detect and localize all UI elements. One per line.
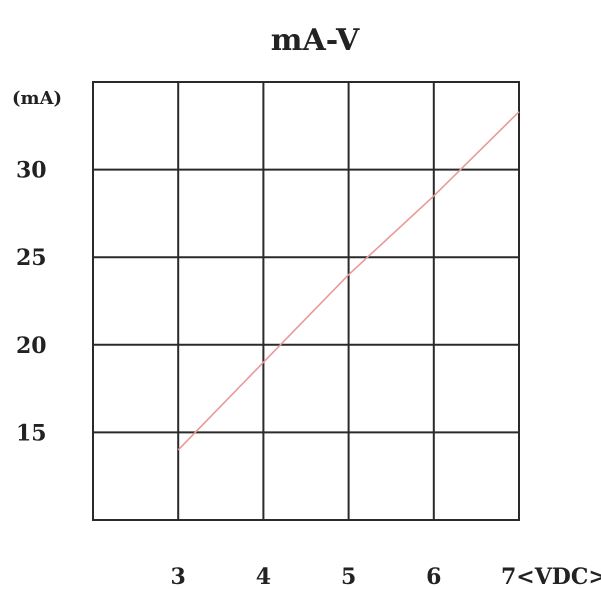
- plot-frame: [92, 81, 520, 521]
- grid: [93, 82, 520, 520]
- chart-title: mA-V: [271, 23, 360, 58]
- y-axis-ticks: 15 20 25 30: [16, 158, 47, 447]
- y-tick-label: 20: [16, 333, 47, 359]
- y-tick-label: 15: [16, 420, 47, 446]
- x-tick-label: 6: [426, 564, 441, 590]
- series-group: [177, 111, 520, 451]
- y-axis-label: (mA): [12, 88, 62, 109]
- y-tick-label: 25: [16, 245, 47, 271]
- series-line: [177, 111, 520, 451]
- x-axis-ticks: 3 4 5 6 7<VDC>: [171, 564, 601, 590]
- x-tick-label: 7<VDC>: [501, 564, 601, 590]
- x-tick-label: 4: [256, 564, 271, 590]
- y-tick-label: 30: [16, 158, 47, 184]
- x-tick-label: 3: [171, 564, 186, 590]
- x-tick-label: 5: [341, 564, 356, 590]
